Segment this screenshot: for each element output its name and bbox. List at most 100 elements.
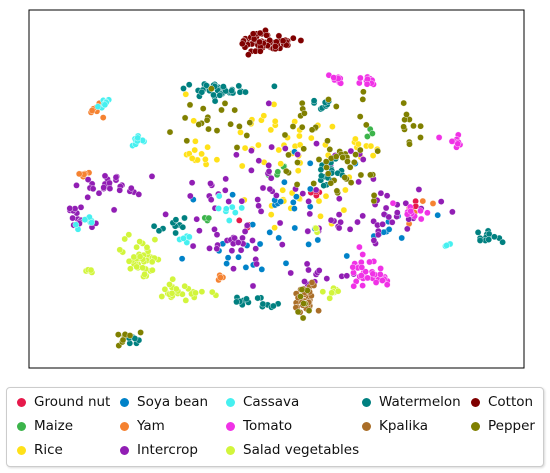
point-ground-nut [235, 217, 243, 224]
point-soya-bean [291, 205, 298, 212]
point-tomato [448, 138, 456, 145]
point-intercrop [189, 242, 197, 250]
point-soya-bean [343, 252, 351, 260]
point-pepper [332, 153, 340, 160]
point-salad-vegetables [133, 243, 140, 251]
point-intercrop [162, 211, 169, 218]
point-pepper [305, 307, 313, 314]
point-pepper [339, 154, 347, 161]
point-yam [429, 200, 437, 207]
point-pepper [203, 116, 211, 124]
point-watermelon [181, 214, 188, 222]
point-watermelon [185, 81, 193, 88]
point-intercrop [253, 260, 260, 268]
point-intercrop [305, 198, 312, 205]
point-tomato [366, 258, 373, 266]
legend-marker-salad-vegetables [226, 445, 235, 455]
point-salad-vegetables [179, 290, 186, 298]
point-pepper [346, 163, 354, 171]
point-intercrop [385, 213, 393, 221]
point-intercrop [437, 198, 445, 205]
point-rice [329, 123, 336, 130]
point-salad-vegetables [168, 289, 176, 297]
point-pepper [166, 128, 174, 136]
point-soya-bean [398, 234, 406, 242]
point-pepper [347, 179, 355, 186]
point-pepper [360, 88, 367, 96]
point-salad-vegetables [151, 236, 159, 243]
point-intercrop [207, 180, 214, 187]
point-intercrop [304, 227, 312, 235]
point-rice [182, 91, 190, 98]
point-intercrop [346, 225, 354, 233]
point-pepper [301, 110, 308, 117]
point-salad-vegetables [141, 270, 148, 278]
point-soya-bean [277, 198, 285, 205]
point-tomato [417, 215, 425, 223]
point-salad-vegetables [87, 266, 95, 274]
point-cotton [271, 43, 279, 50]
legend-item-salad-vegetables: Salad vegetables [226, 440, 359, 460]
point-intercrop [335, 211, 343, 218]
point-intercrop [257, 208, 265, 215]
point-rice [204, 143, 211, 151]
point-soya-bean [281, 178, 288, 186]
point-intercrop [267, 174, 275, 182]
point-rice [188, 155, 196, 162]
point-maize [364, 133, 371, 140]
point-cassava [185, 233, 193, 241]
point-pepper [332, 103, 340, 110]
point-watermelon [474, 229, 482, 236]
point-salad-vegetables [149, 266, 156, 274]
point-pepper [326, 146, 334, 153]
point-pepper [350, 158, 358, 166]
point-rice [198, 150, 205, 158]
point-pepper [236, 123, 243, 130]
point-soya-bean [385, 226, 393, 233]
point-intercrop [343, 272, 351, 280]
point-intercrop [313, 140, 320, 147]
point-pepper [281, 131, 289, 139]
point-pepper [370, 197, 378, 205]
point-salad-vegetables [125, 257, 133, 265]
point-cotton [263, 32, 270, 39]
point-rice [191, 146, 198, 154]
legend-label: Pepper [488, 418, 535, 434]
point-cotton [279, 37, 287, 45]
legend-item-ground-nut: Ground nut [17, 392, 110, 412]
point-pepper [322, 158, 330, 165]
point-pepper [221, 100, 229, 107]
point-soya-bean [242, 264, 250, 271]
point-intercrop [383, 192, 391, 199]
point-kpalika [308, 279, 316, 286]
point-intercrop [206, 245, 213, 252]
point-intercrop [281, 145, 289, 152]
point-intercrop [382, 204, 390, 212]
point-salad-vegetables [312, 224, 320, 232]
point-watermelon [485, 236, 493, 243]
point-cotton [275, 32, 283, 40]
point-cotton [297, 37, 305, 44]
point-rice [367, 142, 375, 150]
point-tomato [356, 243, 363, 251]
point-pepper [199, 105, 207, 112]
point-intercrop [259, 184, 267, 192]
point-cotton [289, 34, 297, 42]
point-rice [271, 224, 278, 231]
point-tomato [350, 269, 357, 277]
point-pepper [205, 125, 212, 133]
point-tomato [364, 274, 371, 282]
point-tomato [389, 199, 397, 207]
legend-marker-cassava [226, 397, 235, 407]
point-rice [275, 146, 283, 154]
point-watermelon [202, 82, 210, 89]
point-watermelon [179, 223, 187, 231]
point-watermelon [499, 238, 506, 246]
point-cotton [249, 30, 257, 38]
legend-marker-intercrop [120, 445, 129, 455]
point-intercrop [355, 178, 362, 186]
point-intercrop [359, 156, 367, 163]
point-tomato [377, 265, 384, 272]
point-rice [192, 137, 199, 145]
